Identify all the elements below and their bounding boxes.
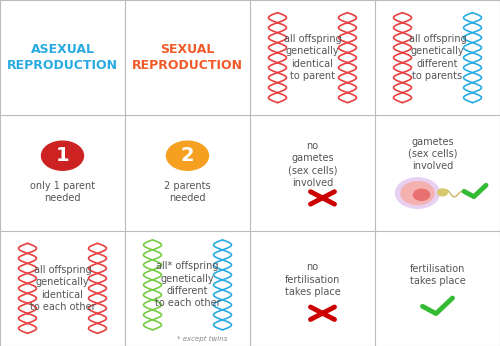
- Text: all offspring
genetically
identical
to each other: all offspring genetically identical to e…: [30, 265, 96, 312]
- Text: 2 parents
needed: 2 parents needed: [164, 181, 211, 203]
- Text: only 1 parent
needed: only 1 parent needed: [30, 181, 95, 203]
- Circle shape: [166, 141, 208, 170]
- Text: no
gametes
(sex cells)
involved: no gametes (sex cells) involved: [288, 141, 337, 188]
- Circle shape: [401, 182, 434, 204]
- Text: gametes
(sex cells)
involved: gametes (sex cells) involved: [408, 137, 457, 171]
- Text: 2: 2: [180, 146, 194, 165]
- Circle shape: [42, 141, 84, 170]
- Text: ASEXUAL
REPRODUCTION: ASEXUAL REPRODUCTION: [7, 43, 118, 72]
- Text: 1: 1: [56, 146, 70, 165]
- Circle shape: [396, 178, 440, 208]
- Text: all offspring
genetically
different
to parents: all offspring genetically different to p…: [408, 34, 467, 81]
- Circle shape: [438, 189, 448, 196]
- Text: fertilisation
takes place: fertilisation takes place: [410, 264, 466, 286]
- Circle shape: [414, 189, 430, 200]
- Text: all* offspring
genetically
different
to each other: all* offspring genetically different to …: [154, 261, 220, 309]
- Text: * except twins: * except twins: [178, 336, 228, 342]
- Text: no
fertilisation
takes place: no fertilisation takes place: [284, 262, 341, 297]
- Text: SEXUAL
REPRODUCTION: SEXUAL REPRODUCTION: [132, 43, 243, 72]
- Text: all offspring
genetically
identical
to parent: all offspring genetically identical to p…: [284, 34, 342, 81]
